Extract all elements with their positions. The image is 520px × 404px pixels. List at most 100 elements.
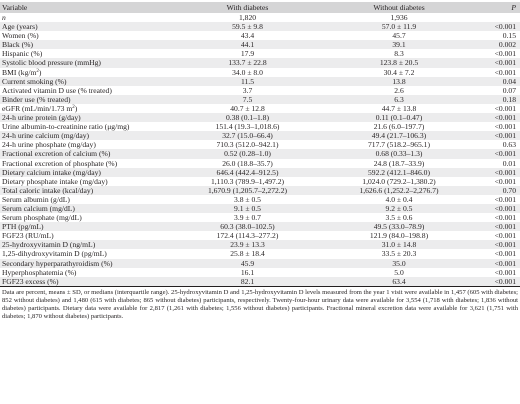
without-diabetes-value: 123.8 ± 20.5 [323, 58, 475, 68]
row-label: 25-hydroxyvitamin D (ng/mL) [0, 240, 172, 250]
row-label: Dietary calcium intake (mg/day) [0, 167, 172, 177]
with-diabetes-value: 9.1 ± 0.5 [172, 203, 323, 214]
p-value: <0.001 [475, 113, 520, 123]
row-label-text: Total caloric intake (kcal/day) [2, 185, 94, 195]
with-diabetes-value: 646.4 (442.4–912.5) [172, 167, 323, 177]
table-row: 24-h urine phosphate (mg/day) 710.3 (512.… [0, 140, 520, 149]
row-label: Fractional excretion of calcium (%) [0, 149, 172, 159]
with-diabetes-value: 1,110.3 (789.9–1,497.2) [210, 176, 285, 186]
row-label: 24-h urine protein (g/day) [0, 113, 172, 123]
row-label: Systolic blood pressure (mmHg) [0, 58, 172, 68]
p-value: 0.01 [502, 158, 516, 168]
table-row: FGF23 (RU/mL) 172.4 (114.3–277.2) 121.9 (8… [0, 231, 520, 240]
p-value: <0.001 [475, 276, 520, 287]
with-diabetes-value: 43.4 [240, 31, 255, 41]
table-row: Serum albumin (g/dL) 3.8 ± 0.5 4.0 ± 0.4 <0… [0, 195, 520, 204]
row-label: BMI (kg/m2) [0, 68, 172, 77]
with-diabetes-value: 26.0 (18.8–35.7) [222, 158, 273, 168]
row-label-text: FGF23 (RU/mL) [2, 231, 54, 241]
header-with-diabetes: With diabetes [172, 2, 323, 13]
with-diabetes-value: 133.7 ± 22.8 [172, 58, 323, 68]
header-variable: Variable [0, 2, 172, 13]
without-diabetes-value: 49.5 (33.0–78.9) [323, 222, 475, 232]
with-diabetes-value: 44.1 [172, 40, 323, 50]
without-diabetes-value: 49.4 (21.7–106.3) [323, 131, 475, 141]
table-row: 25-hydroxyvitamin D (ng/mL) 23.9 ± 13.3 31… [0, 240, 520, 250]
without-diabetes-value: 39.1 [323, 40, 475, 50]
row-label-text: Binder use (% treated) [2, 94, 71, 104]
without-diabetes-value: 30.4 ± 7.2 [383, 67, 415, 77]
row-label: eGFR (mL/min/1.73 m2) [0, 104, 172, 113]
row-label: Secondary hyperparathyroidism (%) [0, 258, 172, 268]
table-row: 24-h urine calcium (mg/day) 32.7 (15.0–66… [0, 131, 520, 141]
with-diabetes-value: 172.4 (114.3–277.2) [216, 231, 279, 241]
row-label: Fractional excretion of phosphate (%) [0, 159, 172, 168]
table-row: Fractional excretion of phosphate (%) 26.… [0, 159, 520, 168]
without-diabetes-value: 24.8 (18.7–33.9) [373, 158, 425, 168]
header-row: Variable With diabetes Without diabetes … [0, 2, 520, 13]
table-row: n 1,820 1,936 [0, 13, 520, 22]
table-row: 24-h urine protein (g/day) 0.38 (0.1–1.8)… [0, 113, 520, 123]
row-label: 24-h urine phosphate (mg/day) [0, 140, 172, 149]
table-header: Variable With diabetes Without diabetes … [0, 2, 520, 13]
row-label-text: Activated vitamin D use (% treated) [2, 85, 112, 95]
table-row: Current smoking (%) 11.5 13.8 0.04 [0, 76, 520, 86]
p-value: <0.001 [475, 240, 520, 250]
p-value: <0.001 [475, 167, 520, 177]
table-row: Urine albumin-to-creatinine ratio (μg/mg… [0, 122, 520, 131]
p-value: <0.001 [494, 267, 516, 277]
p-value: 0.15 [502, 31, 516, 41]
table-row: Activated vitamin D use (% treated) 3.7 2.… [0, 86, 520, 95]
table-row: FGF23 excess (%) 82.1 63.4 <0.001 [0, 276, 520, 287]
row-label-text: Women (%) [2, 31, 39, 41]
p-value: <0.001 [494, 176, 516, 186]
row-label-text: Hyperphosphatemia (%) [2, 267, 77, 277]
with-diabetes-value: 3.8 ± 0.5 [234, 194, 261, 204]
table-row: Systolic blood pressure (mmHg) 133.7 ± 22… [0, 58, 520, 68]
without-diabetes-value: 6.3 [323, 94, 475, 104]
p-value [475, 13, 520, 22]
without-diabetes-value: 3.5 ± 0.6 [385, 213, 413, 223]
table-row: Hispanic (%) 17.9 8.3 <0.001 [0, 49, 520, 58]
p-value: <0.001 [475, 203, 520, 214]
without-diabetes-value: 57.0 ± 11.9 [323, 22, 475, 32]
row-label-text: Fractional excretion of calcium (%) [2, 149, 111, 159]
row-label-tail: ) [38, 67, 42, 77]
row-label-text: FGF23 excess (%) [2, 276, 59, 286]
header-p-value: P [475, 2, 520, 13]
row-label: Hyperphosphatemia (%) [0, 268, 172, 277]
p-value: <0.001 [494, 194, 516, 204]
row-label: 1,25-dihydroxyvitamin D (pg/mL) [0, 249, 172, 258]
without-diabetes-value: 44.7 ± 13.8 [381, 103, 417, 113]
row-label: Binder use (% treated) [0, 94, 172, 104]
with-diabetes-value: 1,670.9 (1,205.7–2,272.2) [172, 185, 323, 195]
without-diabetes-value: 5.0 [394, 267, 404, 277]
without-diabetes-value: 21.6 (6.0–197.7) [373, 122, 425, 132]
without-diabetes-value: 13.8 [323, 76, 475, 86]
without-diabetes-value: 0.11 (0.1–0.47) [323, 113, 475, 123]
row-label-text: 1,25-dihydroxyvitamin D (pg/mL) [2, 249, 107, 259]
table-row: Serum phosphate (mg/dL) 3.9 ± 0.7 3.5 ± 0.… [0, 213, 520, 222]
with-diabetes-value: 82.1 [172, 276, 323, 287]
row-label: Dietary phosphate intake (mg/day) [0, 177, 172, 186]
p-value: <0.001 [475, 149, 520, 159]
with-diabetes-value: 25.8 ± 18.4 [230, 249, 265, 259]
without-diabetes-value: 1,936 [390, 13, 408, 22]
without-diabetes-value: 35.0 [323, 258, 475, 268]
table-row: Age (years) 59.5 ± 9.8 57.0 ± 11.9 <0.001 [0, 22, 520, 32]
row-label-text: PTH (pg/mL) [2, 222, 44, 232]
row-label: Serum phosphate (mg/dL) [0, 213, 172, 222]
without-diabetes-value: 45.7 [392, 31, 406, 41]
table-row: Binder use (% treated) 7.5 6.3 0.18 [0, 94, 520, 104]
p-value: 0.002 [475, 40, 520, 50]
table-row: PTH (pg/mL) 60.3 (38.0–102.5) 49.5 (33.0–7… [0, 222, 520, 232]
p-value: <0.001 [475, 58, 520, 68]
without-diabetes-value: 63.4 [323, 276, 475, 287]
without-diabetes-value: 4.0 ± 0.4 [385, 194, 413, 204]
with-diabetes-value: 710.3 (512.0–942.1) [216, 140, 279, 150]
table-row: eGFR (mL/min/1.73 m2) 40.7 ± 12.8 44.7 ± 1… [0, 104, 520, 113]
row-label-superscript: 2 [36, 68, 39, 74]
row-label-text: BMI (kg/m [2, 67, 37, 77]
p-value: <0.001 [475, 22, 520, 32]
header-without-diabetes: Without diabetes [323, 2, 475, 13]
